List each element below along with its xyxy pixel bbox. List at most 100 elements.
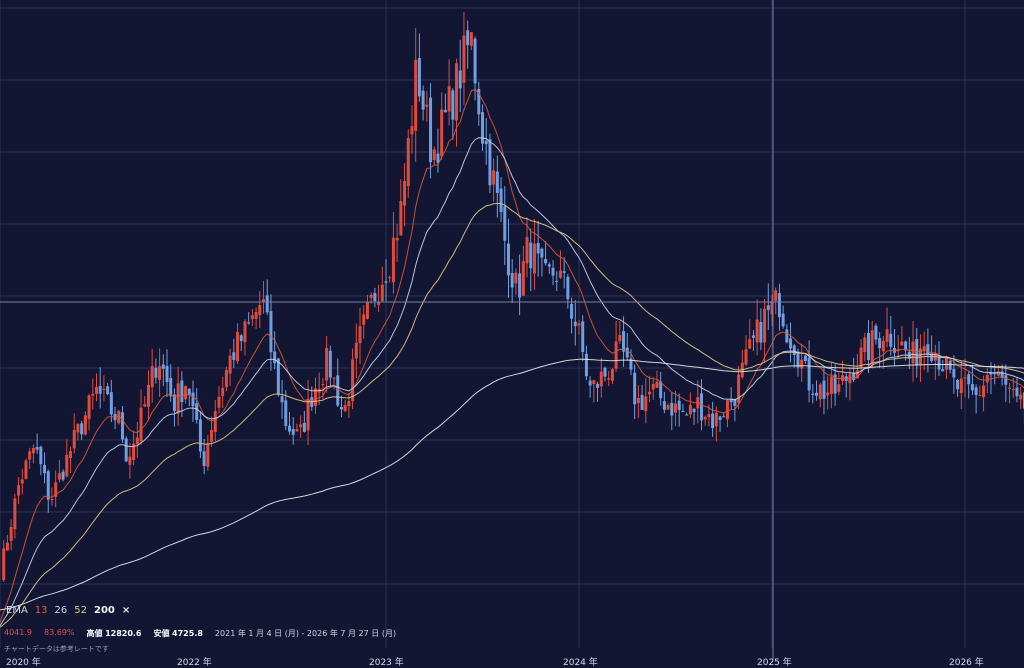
candle-body bbox=[258, 305, 262, 315]
candle-body bbox=[50, 499, 54, 501]
ema-200-line bbox=[0, 358, 1024, 611]
candle-body bbox=[662, 401, 666, 410]
candle-body bbox=[996, 371, 1000, 376]
candle-body bbox=[321, 384, 325, 386]
candle-body bbox=[306, 398, 310, 431]
candle-body bbox=[863, 337, 867, 352]
candle-body bbox=[443, 109, 447, 113]
candle-body bbox=[495, 171, 499, 193]
candle-body bbox=[763, 308, 767, 343]
candle-body bbox=[358, 326, 362, 344]
candle-body bbox=[83, 415, 87, 435]
candle-body bbox=[596, 383, 600, 388]
candle-body bbox=[481, 112, 484, 144]
candle-body bbox=[347, 401, 351, 407]
candle-body bbox=[633, 372, 637, 405]
candle-body bbox=[343, 405, 347, 411]
candle-body bbox=[313, 388, 317, 406]
candle-body bbox=[109, 392, 113, 415]
candle-body bbox=[970, 384, 974, 391]
candle-body bbox=[1022, 392, 1024, 409]
candle-body bbox=[336, 375, 340, 406]
candle-body bbox=[221, 387, 225, 396]
candle-body bbox=[974, 387, 978, 395]
candle-body bbox=[262, 299, 266, 303]
ema-52-label[interactable]: 52 bbox=[74, 605, 87, 616]
x-tick-label-2023: 2023 年 bbox=[369, 658, 404, 668]
candle-body bbox=[570, 303, 574, 319]
price-stats: 4041.9 83.69% 高値 12820.6 安値 4725.8 2021 … bbox=[4, 628, 396, 639]
candle-body bbox=[477, 88, 481, 115]
candle-body bbox=[573, 321, 577, 327]
candle-body bbox=[592, 380, 596, 385]
candle-body bbox=[744, 349, 748, 365]
candle-body bbox=[484, 140, 488, 145]
candle-body bbox=[636, 397, 640, 404]
disclaimer-note: チャートデータは参考レートです bbox=[4, 645, 109, 653]
candle-body bbox=[963, 377, 967, 379]
candle-body bbox=[781, 313, 785, 327]
ema-26-label[interactable]: 26 bbox=[54, 605, 68, 616]
candle-body bbox=[124, 438, 128, 462]
candle-body bbox=[725, 400, 729, 420]
candle-body bbox=[406, 138, 410, 187]
candle-body bbox=[217, 396, 221, 408]
candle-body bbox=[388, 277, 392, 279]
candle-body bbox=[488, 139, 492, 186]
candle-body bbox=[959, 378, 963, 393]
candle-body bbox=[581, 321, 585, 353]
candle-body bbox=[629, 358, 633, 370]
candle-body bbox=[811, 393, 815, 395]
candle-body bbox=[785, 329, 789, 343]
candle-body bbox=[198, 419, 202, 452]
candle-body bbox=[774, 290, 778, 301]
candle-body bbox=[169, 377, 173, 397]
candle-body bbox=[529, 242, 533, 269]
candle-body bbox=[9, 527, 13, 541]
candle-body bbox=[24, 460, 28, 479]
date-range: 2021 年 1 月 4 日 (月) - 2026 年 7 月 27 日 (月) bbox=[214, 629, 397, 638]
candle-body bbox=[369, 294, 373, 299]
candle-body bbox=[852, 372, 856, 381]
candle-body bbox=[299, 424, 303, 428]
candle-body bbox=[566, 276, 570, 300]
candle-body bbox=[87, 395, 91, 420]
candle-body bbox=[807, 357, 811, 391]
candle-body bbox=[128, 456, 132, 465]
candle-body bbox=[848, 374, 852, 384]
candle-body bbox=[425, 104, 429, 107]
candle-body bbox=[796, 351, 800, 368]
candle-body bbox=[143, 404, 147, 407]
candle-body bbox=[410, 126, 414, 135]
candle-body bbox=[696, 397, 700, 409]
candle-body bbox=[224, 370, 228, 388]
ema-13-label[interactable]: 13 bbox=[34, 605, 48, 616]
candle-body bbox=[1008, 387, 1012, 389]
candle-body bbox=[855, 370, 859, 379]
candle-body bbox=[818, 384, 822, 400]
candle-body bbox=[391, 237, 395, 283]
high-stat: 高値 12820.6 bbox=[87, 628, 142, 639]
candle-body bbox=[1011, 389, 1015, 391]
candle-body bbox=[518, 273, 522, 298]
candle-body bbox=[677, 400, 681, 410]
x-tick-label-2022: 2022 年 bbox=[177, 658, 212, 668]
candle-body bbox=[562, 271, 566, 273]
candle-body bbox=[455, 63, 459, 121]
candle-body bbox=[648, 391, 652, 395]
remove-indicator-button[interactable]: × bbox=[121, 605, 131, 616]
candle-body bbox=[878, 338, 882, 349]
candle-body bbox=[703, 416, 707, 420]
candle-body bbox=[803, 355, 807, 362]
candle-body bbox=[265, 295, 269, 313]
candle-body bbox=[184, 386, 188, 400]
candle-body bbox=[202, 451, 206, 466]
candle-body bbox=[829, 376, 833, 394]
candle-body bbox=[800, 359, 804, 369]
candle-body bbox=[944, 357, 948, 370]
candle-body bbox=[254, 311, 258, 319]
ema-200-label[interactable]: 200 bbox=[94, 605, 115, 616]
candle-body bbox=[243, 321, 247, 343]
candle-body bbox=[195, 403, 199, 420]
